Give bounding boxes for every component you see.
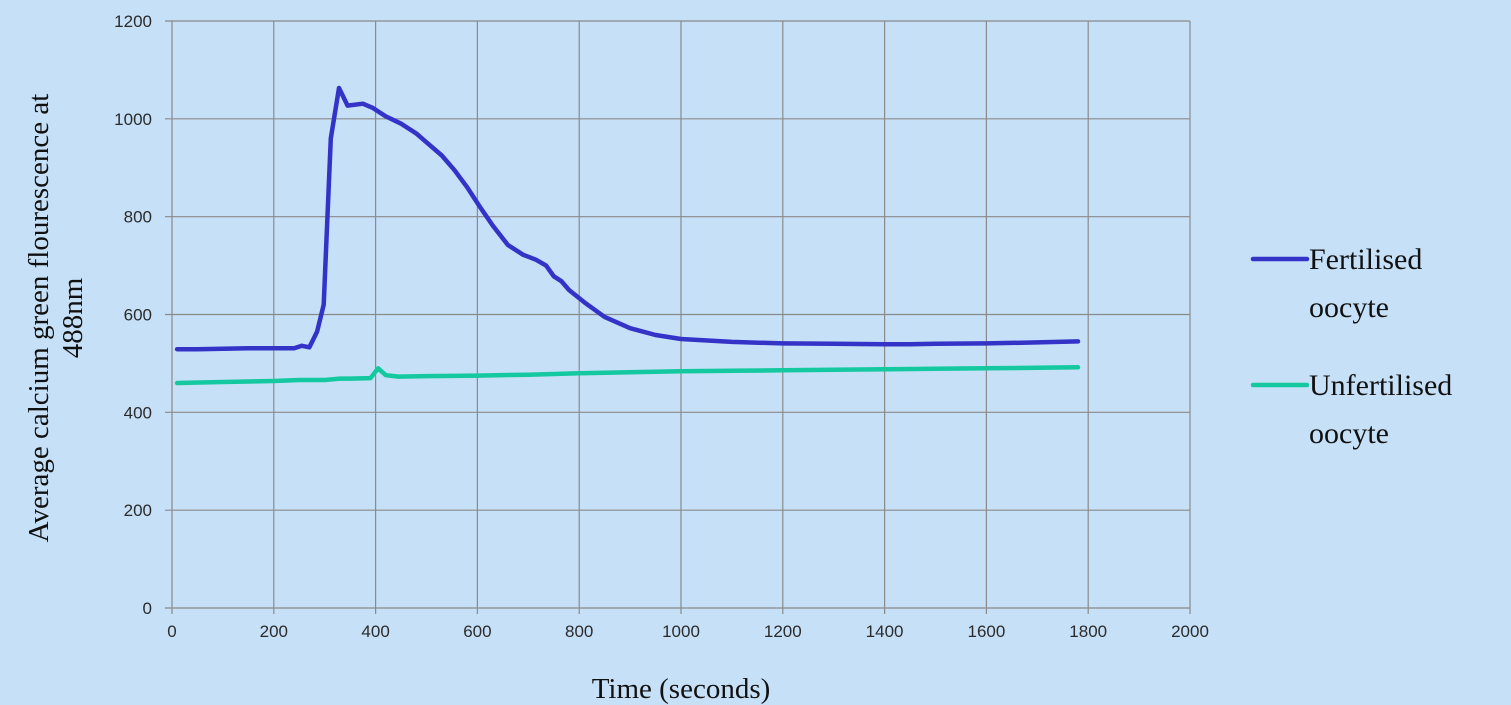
x-tick-label: 0: [167, 622, 176, 641]
legend-label-2-line1: Unfertilised: [1309, 369, 1452, 402]
x-tick-label: 200: [260, 622, 288, 641]
y-axis-title-line2: 488nm: [57, 277, 89, 358]
series-line-1: [174, 85, 1081, 352]
x-tick-label: 1400: [866, 622, 904, 641]
y-tick-label: 0: [143, 599, 152, 618]
y-tick-label: 1200: [114, 12, 152, 31]
x-tick-label: 2000: [1171, 622, 1209, 641]
x-tick-label: 600: [463, 622, 491, 641]
series-line-2: [174, 365, 1081, 386]
y-tick-label: 600: [124, 306, 152, 325]
x-tick-label: 1000: [662, 622, 700, 641]
y-tick-label: 400: [124, 403, 152, 422]
x-tick-label: 800: [565, 622, 593, 641]
y-axis-title: Average calcium green flourescence at 48…: [23, 94, 89, 543]
x-tick-label: 1200: [764, 622, 802, 641]
chart-grid: [165, 20, 1191, 614]
chart-legend: Fertilised oocyte Unfertilised oocyte: [1250, 243, 1452, 450]
y-axis-title-line1: Average calcium green flourescence at: [23, 94, 55, 543]
legend-label-1-line1: Fertilised: [1309, 243, 1422, 276]
x-axis-ticks: 0 200 400 600 800 1000 1200 1400 1600 1800 2000: [167, 622, 1209, 641]
y-tick-label: 1000: [114, 110, 152, 129]
legend-label-2-line2: oocyte: [1309, 417, 1389, 450]
legend-label-1-line2: oocyte: [1309, 291, 1389, 324]
x-tick-label: 1800: [1069, 622, 1107, 641]
x-tick-label: 1600: [967, 622, 1005, 641]
y-tick-label: 800: [124, 208, 152, 227]
y-axis-ticks: 0 200 400 600 800 1000 1200: [114, 12, 152, 618]
x-tick-label: 400: [361, 622, 389, 641]
y-tick-label: 200: [124, 501, 152, 520]
chart-series: [174, 85, 1081, 386]
x-axis-title: Time (seconds): [592, 673, 771, 705]
